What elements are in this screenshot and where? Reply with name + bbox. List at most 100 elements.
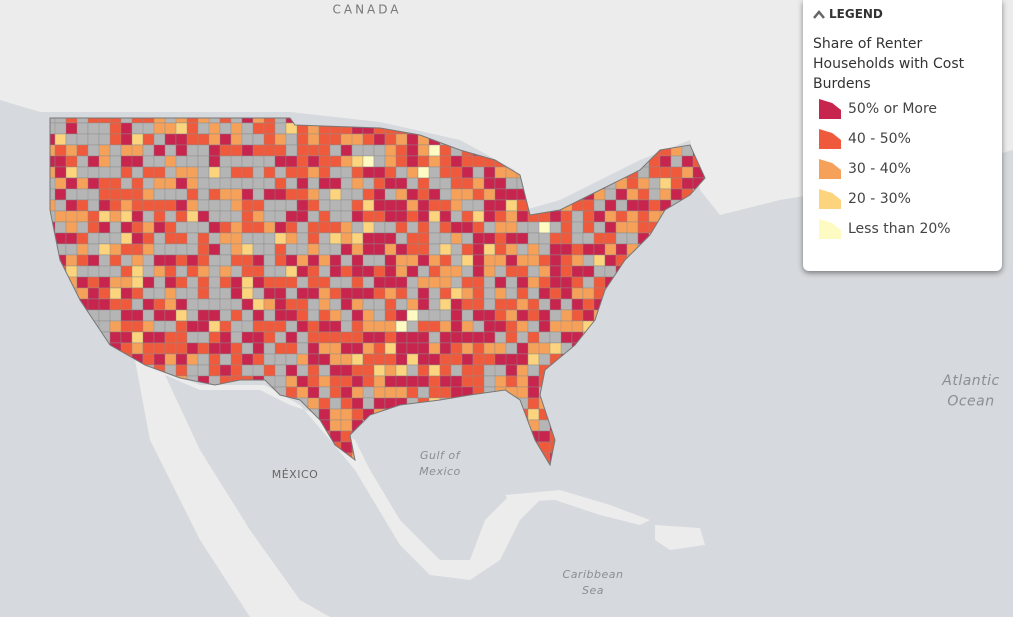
county: [65, 320, 78, 333]
county: [670, 331, 683, 344]
county: [692, 342, 705, 355]
county: [582, 221, 595, 234]
county: [560, 265, 573, 278]
county: [604, 254, 617, 267]
county: [362, 298, 375, 311]
county: [351, 188, 364, 201]
county: [241, 463, 265, 465]
county: [505, 397, 518, 410]
county: [351, 155, 364, 168]
county: [131, 298, 144, 311]
county: [274, 419, 287, 432]
county: [527, 232, 540, 245]
county: [472, 364, 485, 377]
county: [560, 397, 584, 410]
county: [703, 342, 705, 355]
county: [98, 309, 111, 322]
county: [615, 188, 628, 201]
county: [483, 331, 496, 344]
county: [417, 287, 430, 300]
county: [318, 177, 331, 190]
county: [692, 430, 705, 443]
county: [582, 430, 595, 443]
county: [626, 331, 650, 344]
county: [54, 320, 78, 333]
county: [626, 397, 639, 410]
county: [472, 441, 496, 454]
county: [76, 254, 89, 267]
county: [340, 375, 353, 388]
county: [76, 353, 100, 366]
county: [384, 221, 397, 234]
county: [285, 133, 298, 146]
county: [186, 287, 199, 300]
county: [406, 375, 419, 388]
county: [549, 375, 562, 388]
county: [593, 331, 606, 344]
county: [307, 441, 331, 454]
county: [296, 309, 309, 322]
county: [670, 232, 694, 245]
county: [571, 320, 584, 333]
legend-header[interactable]: LEGEND: [813, 7, 883, 21]
county: [120, 254, 133, 267]
county: [186, 408, 210, 421]
county: [670, 298, 694, 311]
cuba-land: [505, 490, 650, 525]
county: [142, 221, 155, 234]
county: [637, 309, 661, 322]
county: [142, 287, 155, 300]
county: [659, 188, 672, 201]
county: [538, 397, 562, 410]
county: [164, 188, 177, 201]
county: [626, 452, 639, 465]
county: [637, 320, 650, 333]
county: [593, 408, 606, 421]
county: [340, 397, 353, 410]
county: [197, 188, 210, 201]
county: [65, 463, 78, 465]
county: [318, 122, 331, 135]
county: [109, 221, 122, 234]
county: [197, 309, 210, 322]
county: [604, 441, 628, 454]
county: [549, 232, 562, 245]
county: [318, 353, 331, 366]
county: [692, 452, 705, 465]
county: [538, 408, 562, 421]
county: [131, 188, 144, 201]
county: [54, 133, 67, 146]
county: [351, 331, 364, 344]
county: [186, 144, 199, 157]
county: [296, 386, 309, 399]
county: [516, 375, 529, 388]
county: [483, 419, 496, 432]
county: [109, 166, 122, 179]
county: [560, 243, 573, 256]
county: [472, 265, 485, 278]
county: [362, 177, 375, 190]
county: [648, 309, 672, 322]
county: [593, 353, 617, 366]
county: [384, 408, 408, 421]
county: [76, 177, 89, 190]
county: [50, 364, 67, 377]
county: [461, 298, 474, 311]
county: [472, 199, 485, 212]
county: [571, 375, 584, 388]
county: [692, 276, 705, 289]
legend-swatch: [819, 219, 841, 239]
county: [395, 166, 408, 179]
county: [153, 331, 166, 344]
county: [604, 463, 628, 465]
county: [395, 364, 408, 377]
county: [186, 166, 199, 179]
county: [219, 463, 232, 465]
county: [681, 232, 694, 245]
county: [98, 364, 122, 377]
county: [703, 452, 705, 465]
county: [54, 342, 78, 355]
county: [538, 309, 551, 322]
county: [87, 221, 100, 234]
county: [208, 265, 221, 278]
